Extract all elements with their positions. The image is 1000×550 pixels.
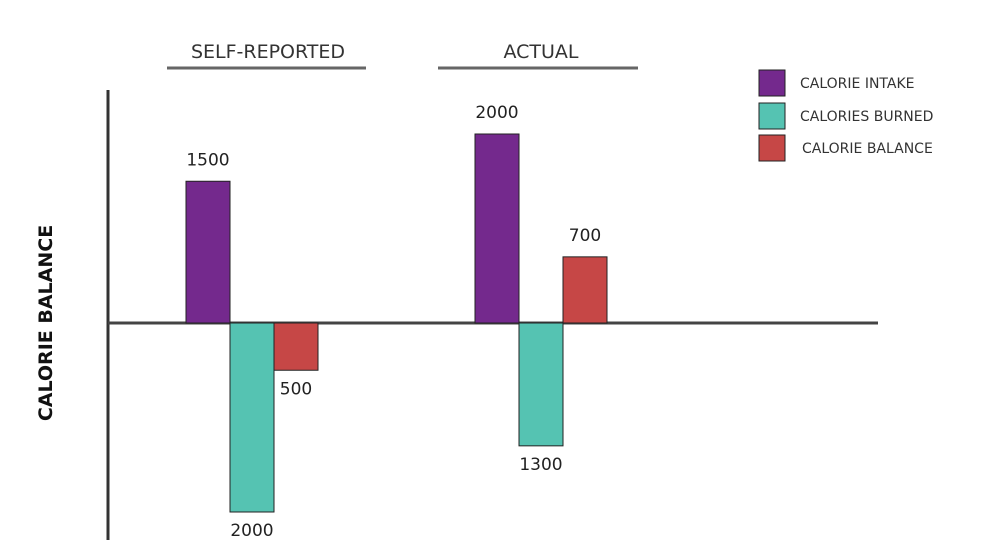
legend: CALORIE INTAKE CALORIES BURNED CALORIE B… (758, 69, 933, 162)
bar-calorie-intake-group-2 (474, 133, 520, 324)
bar-calorie-balance-group-1 (273, 322, 319, 371)
legend-label-calories-burned: CALORIES BURNED (800, 109, 933, 125)
legend-swatch-calories-burned (758, 102, 786, 130)
value-label-calories-burned-group-1: 2000 (230, 521, 273, 541)
value-label-calorie-intake-group-1: 1500 (186, 150, 229, 170)
bar-calories-burned-group-2 (518, 322, 564, 447)
value-label-calories-burned-group-2: 1300 (519, 455, 562, 475)
legend-swatch-calorie-intake (758, 69, 786, 97)
bars-layer (185, 133, 608, 513)
bar-calories-burned-group-1 (229, 322, 275, 513)
group-title-self-reported: SELF-REPORTED (191, 41, 345, 63)
group-title-actual: ACTUAL (503, 41, 578, 63)
legend-label-calorie-intake: CALORIE INTAKE (800, 76, 915, 92)
value-label-calorie-balance-group-1: 500 (280, 379, 312, 399)
value-label-calorie-intake-group-2: 2000 (475, 103, 518, 123)
bar-calorie-intake-group-1 (185, 180, 231, 324)
legend-swatch-calorie-balance (758, 134, 786, 162)
y-axis-label: CALORIE BALANCE (35, 225, 57, 421)
bar-calorie-balance-group-2 (562, 256, 608, 324)
value-labels-layer: 1500 2000 500 2000 1300 700 (186, 103, 601, 541)
value-label-calorie-balance-group-2: 700 (569, 226, 601, 246)
legend-label-calorie-balance: CALORIE BALANCE (802, 141, 933, 157)
